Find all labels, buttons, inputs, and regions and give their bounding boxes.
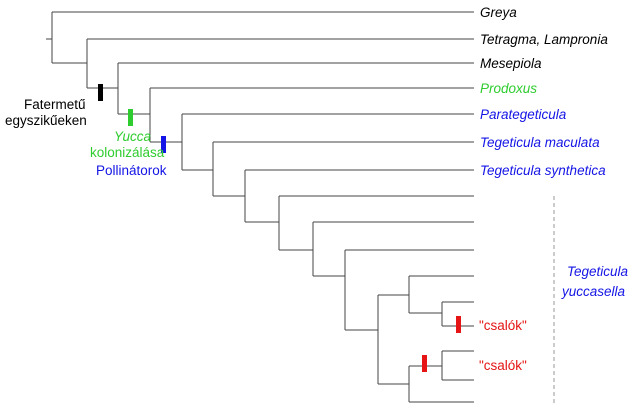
taxon-prodoxus: Prodoxus: [480, 81, 537, 96]
pollinators-marker: [161, 136, 166, 153]
taxon-mesepiola: Mesepiola: [480, 56, 542, 71]
yucca-label-line1: Yucca: [114, 129, 152, 144]
node-3: [117, 62, 474, 115]
node-7: [244, 169, 474, 223]
tree-branches: [46, 11, 474, 403]
cheater-label-2: "csalók": [479, 358, 527, 373]
woody-monocots-label-line1: Fatermetű: [24, 97, 86, 112]
yucca-colonization-marker: [128, 109, 133, 126]
node-5: [181, 113, 474, 171]
taxon-tetragma-lampronia: Tetragma, Lampronia: [480, 32, 608, 47]
pollinators-label: Pollinátorok: [96, 163, 167, 178]
node-11: [377, 294, 409, 385]
node-4: [149, 87, 474, 143]
cheater-marker-2: [422, 355, 427, 372]
woody-monocots-marker: [98, 84, 103, 101]
group-label-line2: yuccasella: [561, 284, 626, 299]
node-10: [344, 249, 474, 331]
woody-monocots-label-line2: egyszikűeken: [5, 113, 87, 128]
cheater-label-1: "csalók": [479, 318, 527, 333]
taxon-parategeticula: Parategeticula: [480, 107, 567, 122]
taxon-tegeticula-synthetica: Tegeticula synthetica: [480, 163, 606, 178]
taxon-tegeticula-maculata: Tegeticula maculata: [480, 135, 600, 150]
node-root: [51, 11, 474, 64]
group-label-line1: Tegeticula: [567, 264, 629, 279]
taxon-greya: Greya: [480, 5, 517, 20]
node-8: [278, 195, 474, 251]
yucca-label-line2: kolonizálása: [90, 145, 165, 160]
cheater-marker-1: [456, 316, 461, 333]
node-12: [408, 275, 474, 314]
node-15: [441, 350, 474, 381]
node-9: [312, 221, 474, 277]
node-6: [212, 141, 474, 197]
